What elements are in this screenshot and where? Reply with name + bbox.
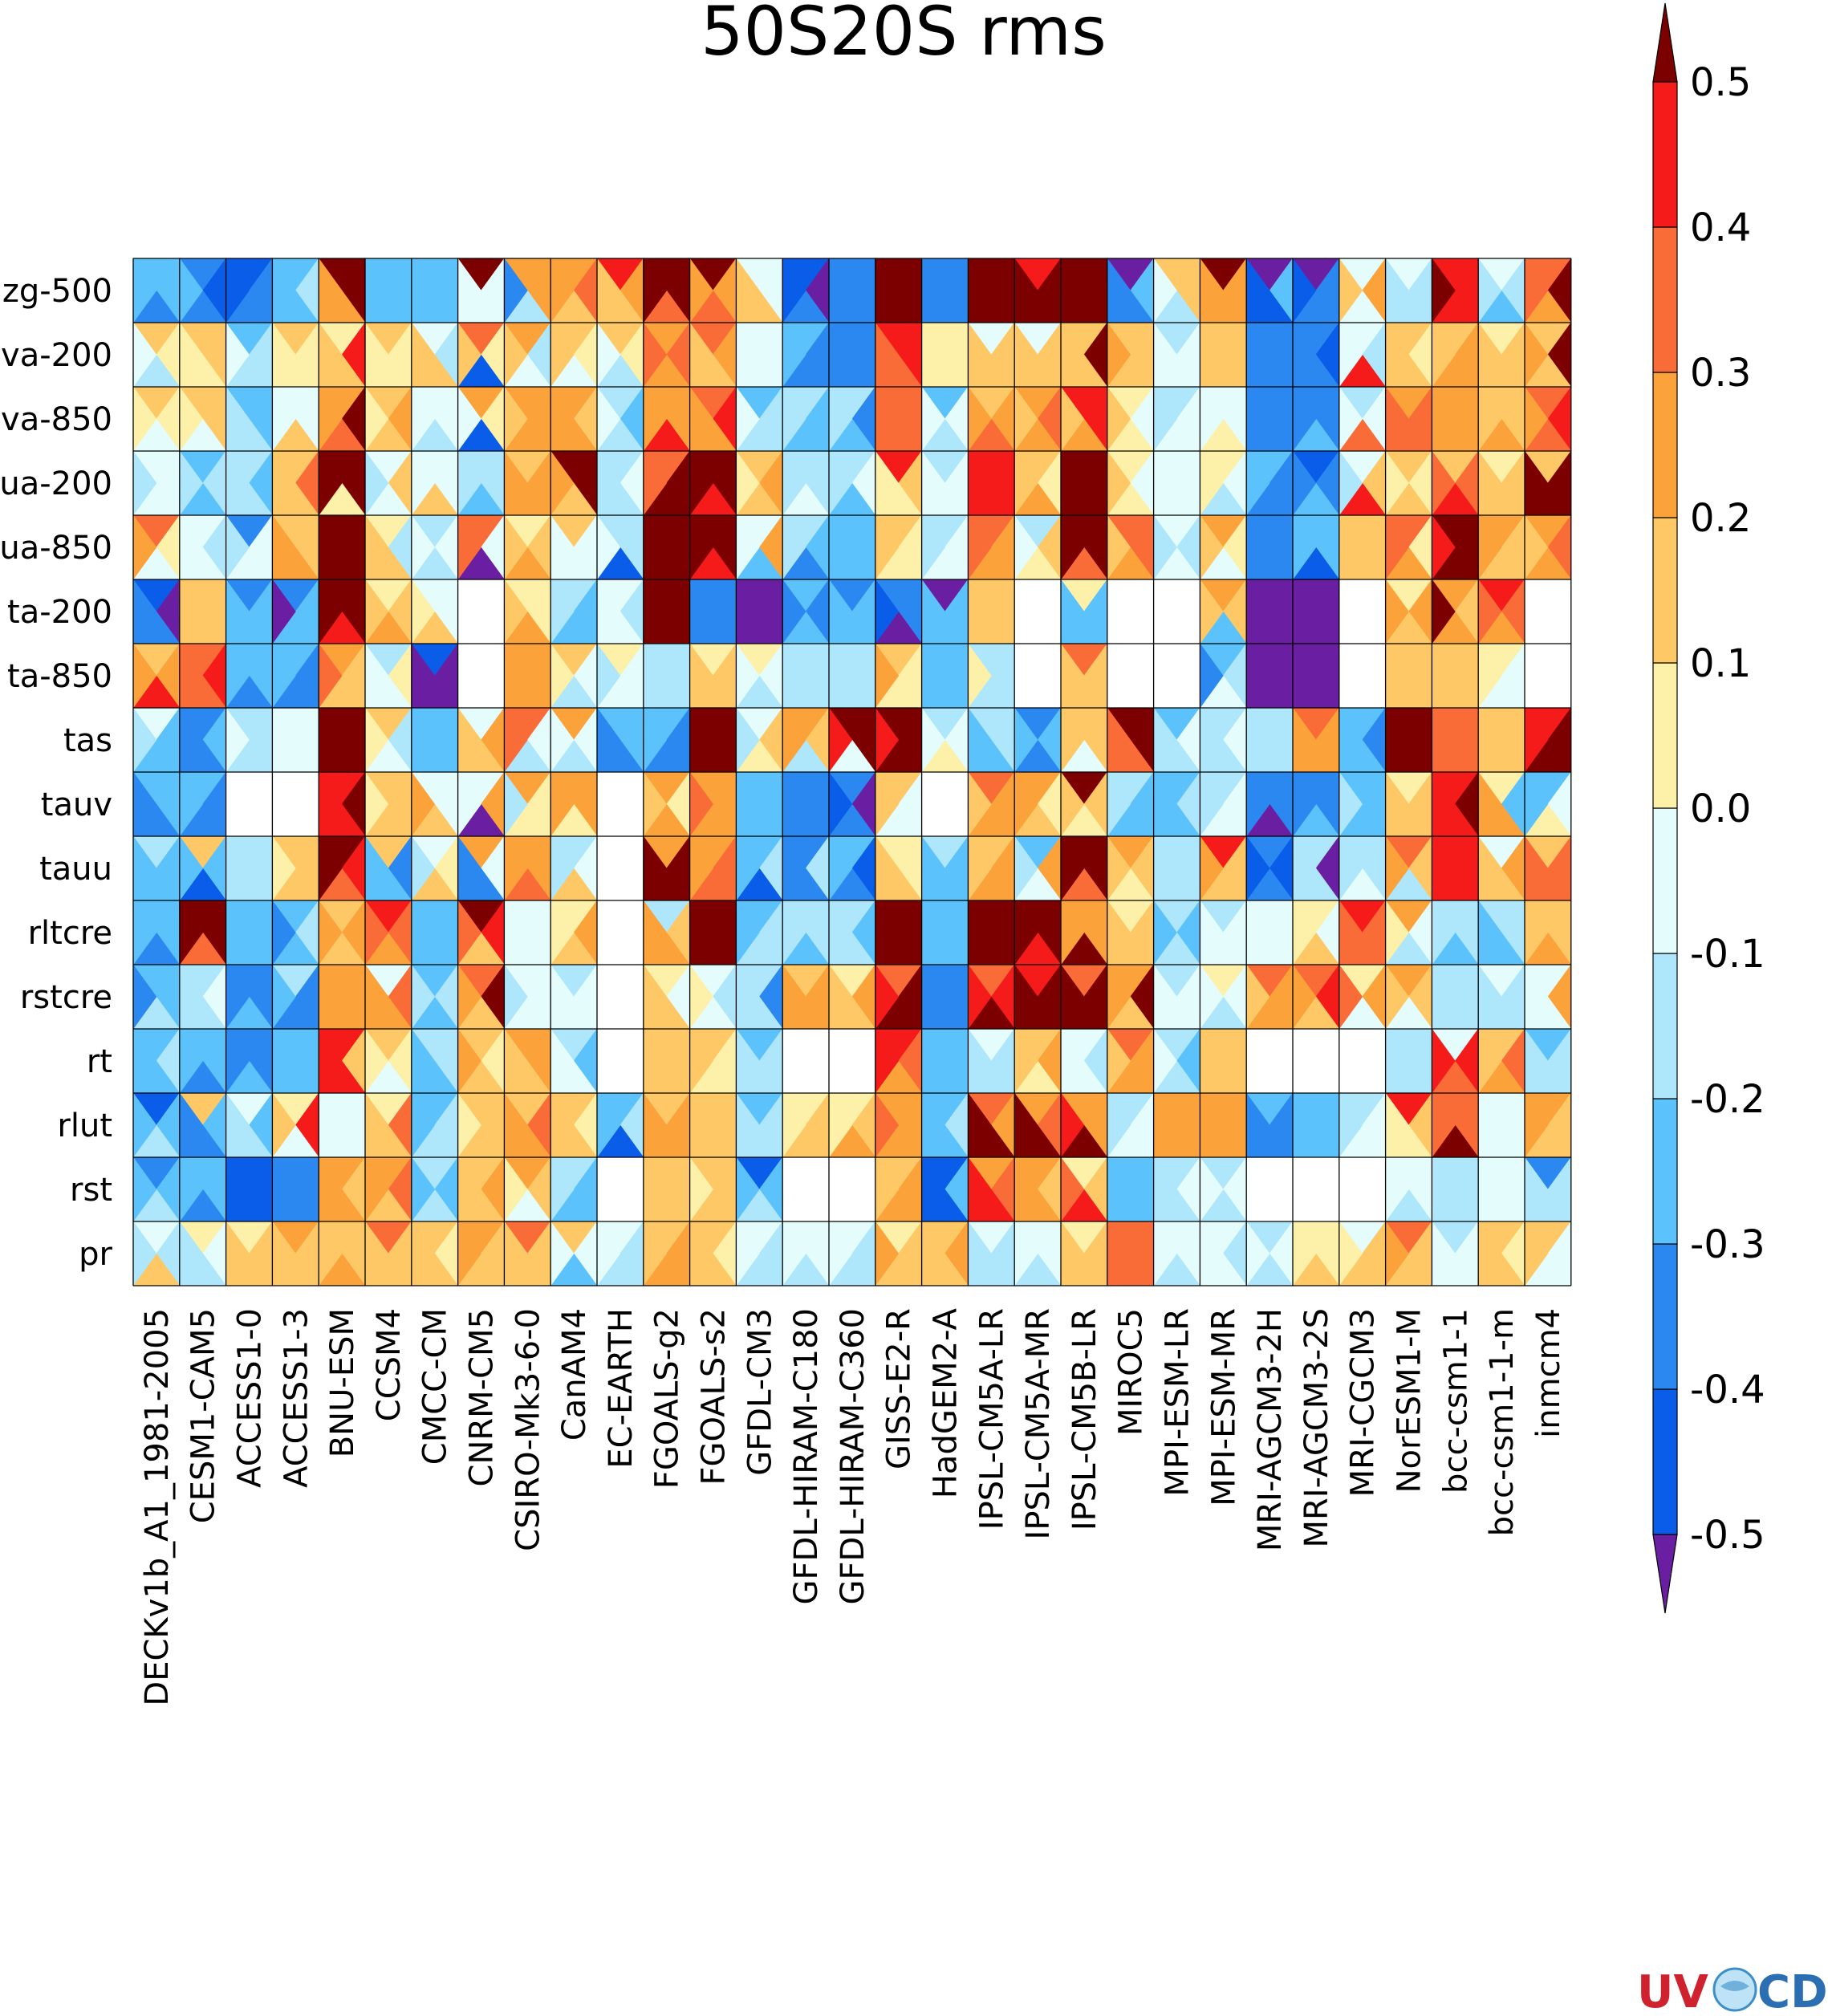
- column-label: bcc-csm1-1-m: [1484, 1308, 1521, 1536]
- colorbar-segment: [1652, 807, 1678, 954]
- logo-text-uv: UV: [1637, 1966, 1708, 2014]
- row-label: ta-200: [7, 594, 112, 631]
- column-label: CNRM-CM5: [464, 1308, 501, 1486]
- heatmap-cells: [132, 258, 1572, 1286]
- colorbar-segment: [1652, 662, 1678, 809]
- colorbar-segment: [1652, 226, 1678, 373]
- row-label: tauu: [39, 851, 112, 888]
- column-label: CCSM4: [371, 1308, 408, 1421]
- column-label: GFDL-HIRAM-C180: [788, 1308, 825, 1604]
- row-labels: zg-500 va-200 va-850 ua-200 ua-850 ta-200 ta-8…: [0, 273, 113, 1273]
- column-label: IPSL-CM5A-LR: [973, 1308, 1010, 1530]
- row-label: pr: [79, 1236, 112, 1273]
- column-label: FGOALS-s2: [696, 1308, 733, 1486]
- column-labels: DECKv1b_A1_1981-2005 CESM1-CAM5 ACCESS1-0 A…: [139, 1307, 1567, 1705]
- row-label: rlut: [57, 1108, 112, 1144]
- row-label: tauv: [41, 786, 112, 823]
- logo-text-cdat: CDAT: [1757, 1966, 1828, 2014]
- column-label: CSIRO-Mk3-6-0: [510, 1308, 546, 1551]
- colorbar-segment: [1652, 1098, 1678, 1245]
- row-label: ua-850: [0, 530, 112, 567]
- colorbar-tick-label: 0.4: [1690, 205, 1751, 250]
- column-label: CanAM4: [556, 1308, 593, 1441]
- column-label: CMCC-CM: [417, 1308, 454, 1465]
- colorbar-tick-label: -0.3: [1690, 1222, 1765, 1267]
- chart-title: 50S20S rms: [701, 0, 1107, 71]
- column-label: MRI-AGCM3-2H: [1252, 1308, 1289, 1551]
- row-label: ta-850: [7, 658, 112, 695]
- row-label: va-200: [1, 337, 112, 374]
- row-label: tas: [63, 722, 112, 759]
- colorbar-tick-label: -0.2: [1690, 1077, 1765, 1122]
- row-label: zg-500: [2, 273, 112, 310]
- colorbar-segment: [1652, 81, 1678, 228]
- colorbar-tick-label: -0.1: [1690, 932, 1765, 977]
- colorbar-segment: [1652, 953, 1678, 1099]
- uvcdat-logo: UV CDAT: [1637, 1966, 1828, 2014]
- row-label: rst: [70, 1172, 112, 1209]
- colorbar-tick-label: 0.2: [1690, 496, 1751, 541]
- colorbar-segment: [1652, 372, 1678, 518]
- column-label: CESM1-CAM5: [185, 1308, 222, 1523]
- column-label: MRI-CGCM3: [1345, 1308, 1382, 1497]
- colorbar-segment: [1652, 1388, 1678, 1535]
- column-label: FGOALS-g2: [649, 1308, 686, 1489]
- colorbar-tick-label: -0.5: [1690, 1513, 1765, 1558]
- column-label: bcc-csm1-1: [1437, 1308, 1474, 1494]
- column-label: MPI-ESM-LR: [1160, 1308, 1196, 1497]
- column-label: IPSL-CM5A-MR: [1020, 1308, 1057, 1539]
- column-label: DECKv1b_A1_1981-2005: [139, 1308, 176, 1706]
- colorbar-over-triangle: [1652, 2, 1678, 83]
- colorbar: 0.5 0.4 0.3 0.2 0.1 0.0 -0.1 -0.2 -0.3 -0.4 -0.5: [1652, 2, 1765, 1614]
- column-label: NorESM1-M: [1391, 1308, 1428, 1493]
- row-label: rt: [87, 1043, 112, 1080]
- colorbar-segment: [1652, 517, 1678, 664]
- column-label: GISS-E2-R: [881, 1308, 918, 1469]
- cell-grid: [132, 258, 1572, 1286]
- row-label: ua-200: [0, 465, 112, 502]
- column-label: GFDL-HIRAM-C360: [835, 1308, 871, 1604]
- column-label: ACCESS1-3: [278, 1308, 315, 1488]
- row-label: va-850: [1, 401, 112, 438]
- colorbar-tick-label: 0.5: [1690, 60, 1751, 105]
- colorbar-tick-label: 0.3: [1690, 351, 1751, 396]
- colorbar-tick-label: 0.0: [1690, 786, 1751, 831]
- column-label: IPSL-CM5B-LR: [1066, 1308, 1103, 1530]
- row-label: rltcre: [28, 915, 112, 952]
- colorbar-segment: [1652, 1243, 1678, 1390]
- column-label: HadGEM2-A: [928, 1307, 965, 1498]
- colorbar-under-triangle: [1652, 1534, 1678, 1614]
- column-label: ACCESS1-0: [232, 1308, 269, 1488]
- column-label: MIROC5: [1113, 1308, 1150, 1436]
- column-label: EC-EARTH: [603, 1308, 640, 1469]
- column-label: GFDL-CM3: [741, 1308, 778, 1476]
- column-label: MRI-AGCM3-2S: [1298, 1308, 1335, 1547]
- column-label: inmcm4: [1530, 1308, 1567, 1438]
- column-label: MPI-ESM-MR: [1205, 1308, 1242, 1506]
- colorbar-tick-label: -0.4: [1690, 1368, 1765, 1412]
- colorbar-tick-label: 0.1: [1690, 641, 1751, 686]
- column-label: BNU-ESM: [324, 1308, 361, 1457]
- row-label: rstcre: [20, 979, 112, 1016]
